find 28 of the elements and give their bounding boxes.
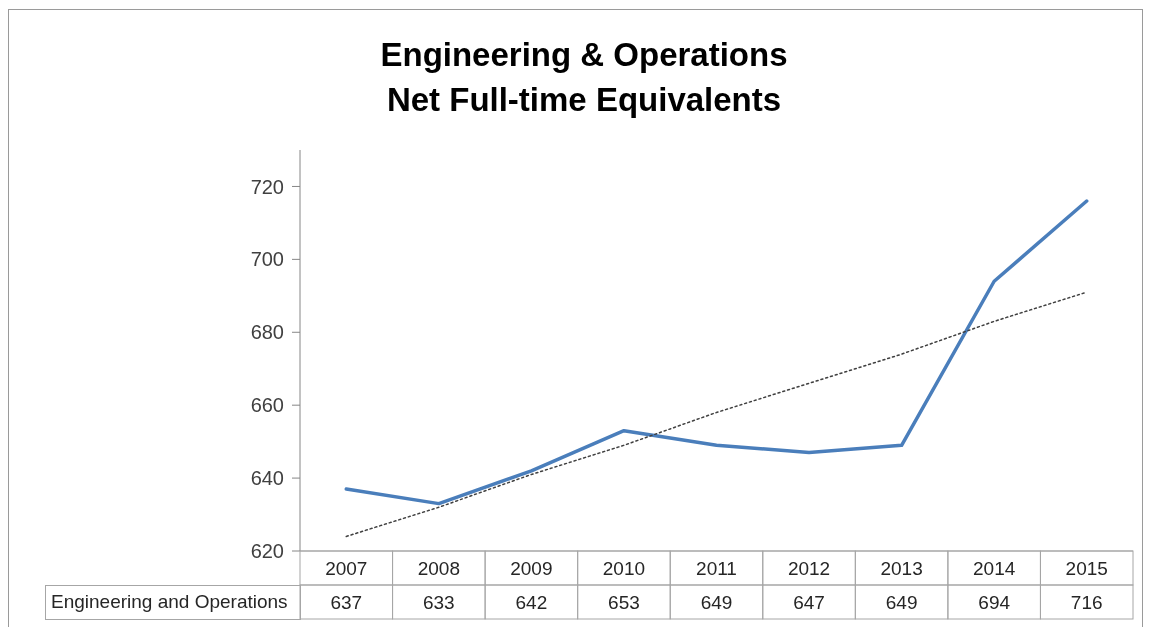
y-tick-label: 680	[250, 321, 284, 344]
x-tick-label: 2010	[602, 558, 646, 579]
y-tick-label: 620	[250, 540, 284, 563]
x-tick-label: 2007	[325, 558, 368, 579]
x-tick-label: 2015	[1065, 558, 1108, 579]
x-tick-label: 2008	[417, 558, 460, 579]
data-label: 653	[608, 592, 640, 613]
x-tick-label: 2013	[880, 558, 923, 579]
y-tick-label: 700	[250, 248, 284, 271]
line-series	[345, 291, 1088, 538]
x-tick-label: 2012	[787, 558, 831, 579]
x-tick-label: 2014	[973, 558, 1016, 579]
data-label: 694	[978, 592, 1011, 613]
data-label: 716	[1070, 592, 1103, 613]
data-label: 633	[422, 592, 455, 613]
y-tick-label: 640	[250, 467, 284, 490]
data-label: 647	[793, 592, 825, 613]
y-tick-label: 660	[250, 394, 284, 417]
data-label: 649	[700, 592, 733, 613]
x-tick-label: 2011	[696, 558, 737, 579]
data-label: 649	[885, 592, 918, 613]
x-tick-label: 2009	[510, 558, 553, 579]
text: Engineering and Operations	[45, 585, 301, 620]
chart-title: Engineering & Operations Net Full-time Equivalents	[379, 35, 789, 120]
data-label: 637	[330, 592, 363, 613]
line-series	[344, 199, 1089, 506]
data-label: 642	[515, 592, 548, 613]
y-tick-label: 720	[250, 175, 284, 198]
